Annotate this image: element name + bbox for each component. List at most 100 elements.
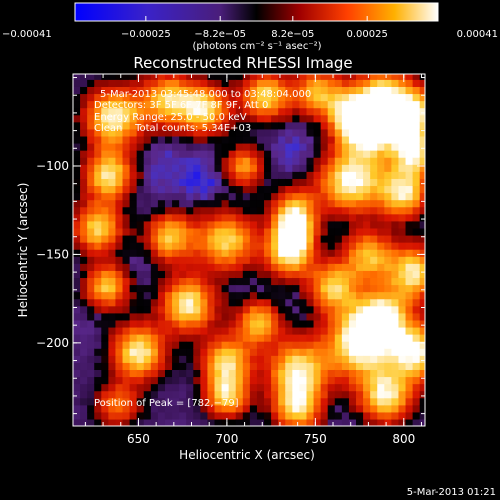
heatmap-cell xyxy=(256,242,265,250)
heatmap-cell xyxy=(235,79,244,87)
heatmap-cell xyxy=(228,142,237,151)
heatmap-cell xyxy=(405,164,414,172)
heatmap-cell xyxy=(264,135,272,144)
heatmap-cell xyxy=(320,135,329,144)
heatmap-cell xyxy=(164,291,173,300)
heatmap-cell xyxy=(327,171,336,179)
heatmap-cell xyxy=(299,397,308,406)
heatmap-cell xyxy=(292,86,301,95)
heatmap-cell xyxy=(285,284,293,293)
heatmap-cell xyxy=(278,157,286,165)
heatmap-cell xyxy=(271,376,279,385)
heatmap-cell xyxy=(179,157,187,165)
heatmap-cell xyxy=(179,192,187,201)
heatmap-cell xyxy=(101,305,109,314)
heatmap-cell xyxy=(256,227,265,236)
heatmap-cell xyxy=(207,319,216,328)
heatmap-cell xyxy=(94,284,102,293)
heatmap-cell xyxy=(214,319,223,328)
heatmap-cell xyxy=(249,135,258,144)
heatmap-cell xyxy=(193,397,201,406)
heatmap-cell xyxy=(299,305,308,314)
heatmap-cell xyxy=(348,341,357,349)
heatmap-cell xyxy=(384,185,392,194)
heatmap-cell xyxy=(221,305,230,314)
heatmap-cell xyxy=(313,157,322,165)
annotation-time: 5-Mar-2013 03:45:48.000 to 03:48:04.000 xyxy=(100,89,311,100)
heatmap-cell xyxy=(80,348,88,356)
heatmap-cell xyxy=(235,411,244,420)
heatmap-cell xyxy=(172,362,180,370)
heatmap-cell xyxy=(122,305,131,314)
heatmap-cell xyxy=(200,298,209,307)
heatmap-cell xyxy=(221,369,230,378)
heatmap-cell xyxy=(306,334,315,342)
heatmap-cell xyxy=(391,114,400,123)
heatmap-cell xyxy=(412,284,421,293)
heatmap-cell xyxy=(341,100,350,109)
heatmap-cell xyxy=(341,164,350,172)
heatmap-cell xyxy=(143,121,152,130)
heatmap-cell xyxy=(157,227,166,236)
heatmap-cell xyxy=(214,242,223,250)
heatmap-cell xyxy=(306,256,315,264)
heatmap-cell xyxy=(278,206,286,215)
heatmap-cell xyxy=(327,369,336,378)
heatmap-cell xyxy=(200,171,209,179)
heatmap-cell xyxy=(384,291,392,300)
heatmap-cell xyxy=(221,334,230,342)
heatmap-cell xyxy=(80,227,88,236)
heatmap-cell xyxy=(334,128,343,137)
heatmap-cell xyxy=(341,234,350,243)
heatmap-cell xyxy=(348,369,357,378)
heatmap-cell xyxy=(129,348,138,356)
heatmap-cell xyxy=(377,234,385,243)
heatmap-cell xyxy=(412,334,421,342)
heatmap-cell xyxy=(384,355,392,363)
heatmap-cell xyxy=(334,341,343,349)
heatmap-cell xyxy=(313,242,322,250)
heatmap-cell xyxy=(143,135,152,144)
heatmap-cell xyxy=(80,150,88,158)
heatmap-cell xyxy=(271,192,279,201)
heatmap-cell xyxy=(356,369,364,378)
heatmap-cell xyxy=(306,171,315,179)
heatmap-cell xyxy=(370,107,378,116)
heatmap-cell xyxy=(285,411,293,420)
heatmap-cell xyxy=(186,284,194,293)
heatmap-cell xyxy=(412,341,421,349)
heatmap-cell xyxy=(108,93,117,102)
heatmap-cell xyxy=(264,256,272,264)
heatmap-cell xyxy=(398,157,407,165)
heatmap-cell xyxy=(122,263,131,271)
heatmap-cell xyxy=(221,341,230,349)
heatmap-cell xyxy=(292,107,301,116)
heatmap-cell xyxy=(136,291,145,300)
heatmap-cell xyxy=(348,376,357,385)
heatmap-cell xyxy=(370,284,378,293)
heatmap-cell xyxy=(94,277,102,286)
heatmap-cell xyxy=(271,234,279,243)
heatmap-cell xyxy=(207,312,216,321)
heatmap-cell xyxy=(143,369,152,378)
heatmap-cell xyxy=(363,178,371,187)
heatmap-cell xyxy=(306,74,315,80)
heatmap-cell xyxy=(256,121,265,130)
heatmap-cell xyxy=(341,369,350,378)
heatmap-cell xyxy=(157,213,166,222)
heatmap-cell xyxy=(136,256,145,264)
heatmap-cell xyxy=(264,157,272,165)
heatmap-cell xyxy=(94,362,102,370)
heatmap-cell xyxy=(87,270,95,279)
heatmap-cell xyxy=(377,242,385,250)
heatmap-cell xyxy=(370,277,378,286)
heatmap-cell xyxy=(334,213,343,222)
heatmap-cell xyxy=(164,334,173,342)
heatmap-cell xyxy=(278,376,286,385)
heatmap-cell xyxy=(348,390,357,399)
heatmap-cell xyxy=(377,206,385,215)
heatmap-cell xyxy=(256,341,265,349)
heatmap-cell xyxy=(129,305,138,314)
heatmap-cell xyxy=(214,418,223,426)
heatmap-cell xyxy=(405,142,414,151)
